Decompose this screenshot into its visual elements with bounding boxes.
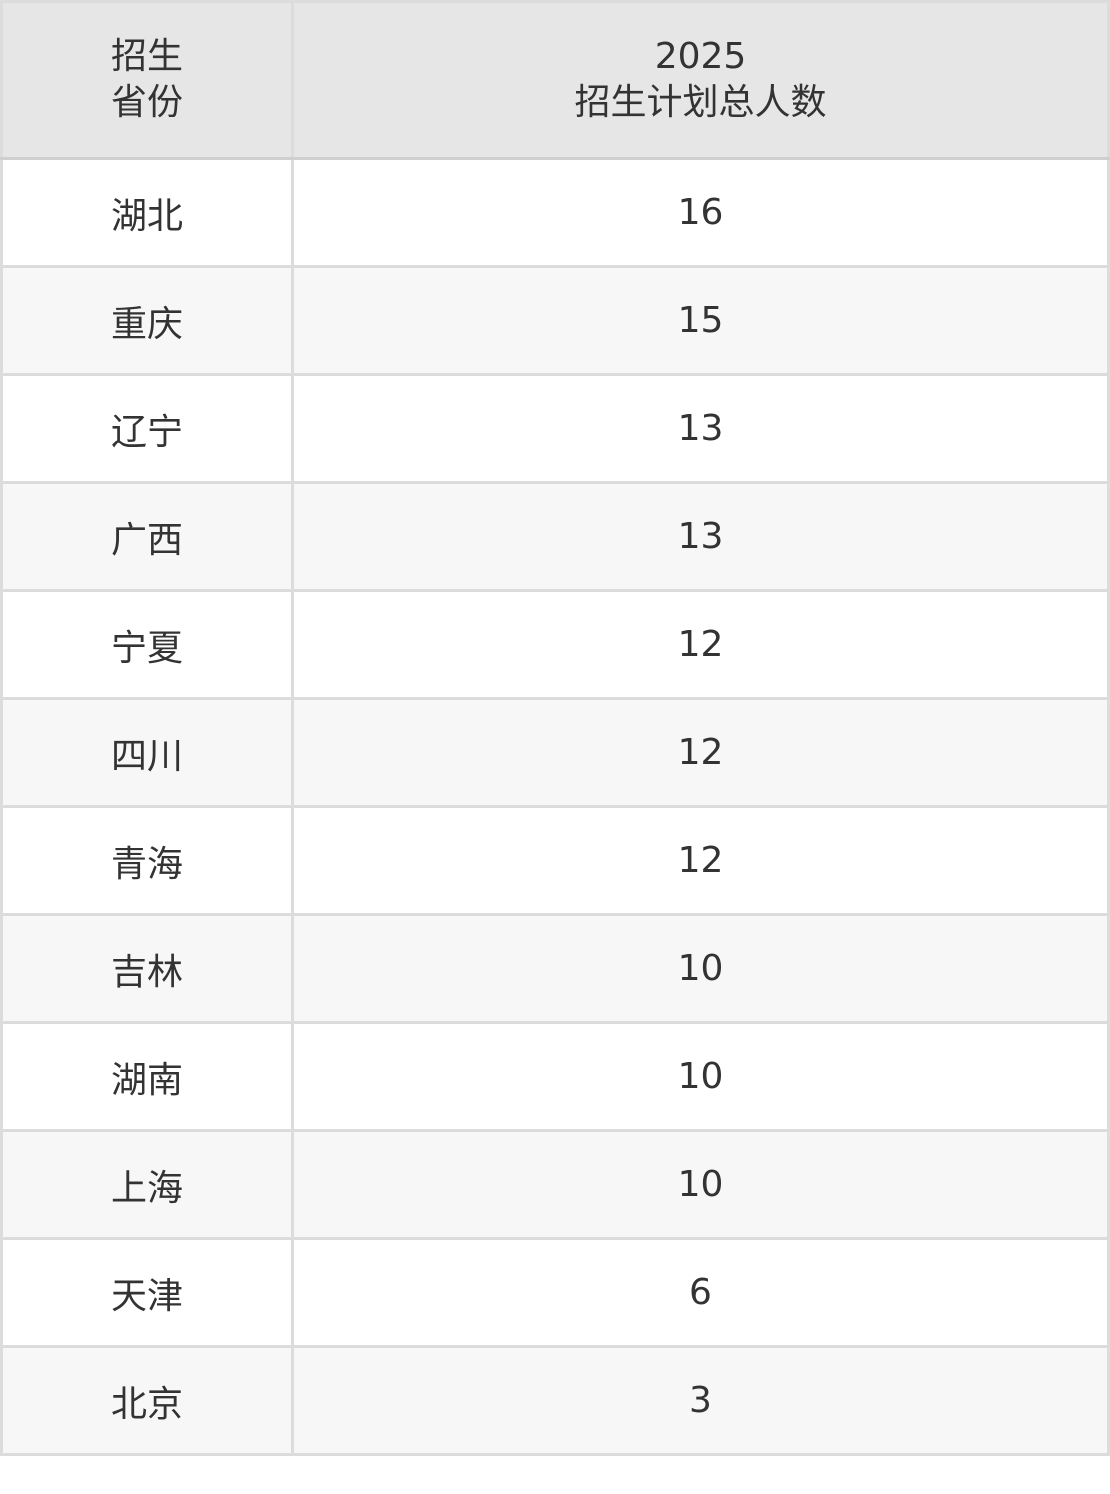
table-row: 重庆 15 xyxy=(0,265,1110,376)
cell-total: 12 xyxy=(291,589,1110,700)
cell-total: 12 xyxy=(291,697,1110,808)
cell-province: 湖北 xyxy=(0,157,294,268)
cell-total: 3 xyxy=(291,1345,1110,1456)
table-row: 青海 12 xyxy=(0,805,1110,916)
cell-total: 10 xyxy=(291,1021,1110,1132)
cell-total: 13 xyxy=(291,373,1110,484)
header-total: 2025 招生计划总人数 xyxy=(291,0,1110,160)
cell-province: 湖南 xyxy=(0,1021,294,1132)
table-row: 四川 12 xyxy=(0,697,1110,808)
header-province: 招生 省份 xyxy=(0,0,294,160)
enrollment-table: 招生 省份 2025 招生计划总人数 湖北 16 重庆 15 辽宁 13 广西 13 宁夏 12 四川 1… xyxy=(0,0,1110,1456)
cell-province: 北京 xyxy=(0,1345,294,1456)
cell-total: 13 xyxy=(291,481,1110,592)
cell-total: 6 xyxy=(291,1237,1110,1348)
header-row: 招生省份 2025 招生计划总人数 xyxy=(0,0,1110,160)
cell-total: 12 xyxy=(291,805,1110,916)
header-total-year: 2025 xyxy=(654,36,747,77)
cell-province: 吉林 xyxy=(0,913,294,1024)
table-row: 吉林 10 xyxy=(0,913,1110,1024)
table-row: 天津 6 xyxy=(0,1237,1110,1348)
cell-province: 辽宁 xyxy=(0,373,294,484)
table-row: 上海 10 xyxy=(0,1129,1110,1240)
cell-province: 上海 xyxy=(0,1129,294,1240)
table-row: 广西 13 xyxy=(0,481,1110,592)
cell-total: 15 xyxy=(291,265,1110,376)
header-total-label: 招生计划总人数 xyxy=(574,82,827,123)
cell-province: 天津 xyxy=(0,1237,294,1348)
table-row: 北京 3 xyxy=(0,1345,1110,1456)
cell-province: 四川 xyxy=(0,697,294,808)
table-row: 辽宁 13 xyxy=(0,373,1110,484)
table-row: 湖北 16 xyxy=(0,157,1110,268)
cell-province: 青海 xyxy=(0,805,294,916)
table-row: 宁夏 12 xyxy=(0,589,1110,700)
cell-province: 宁夏 xyxy=(0,589,294,700)
header-province-line2: 省份 xyxy=(110,82,183,123)
cell-total: 10 xyxy=(291,1129,1110,1240)
cell-province: 广西 xyxy=(0,481,294,592)
cell-total: 10 xyxy=(291,913,1110,1024)
cell-total: 16 xyxy=(291,157,1110,268)
cell-province: 重庆 xyxy=(0,265,294,376)
table-row: 湖南 10 xyxy=(0,1021,1110,1132)
header-province-line1: 招生 xyxy=(110,36,183,77)
